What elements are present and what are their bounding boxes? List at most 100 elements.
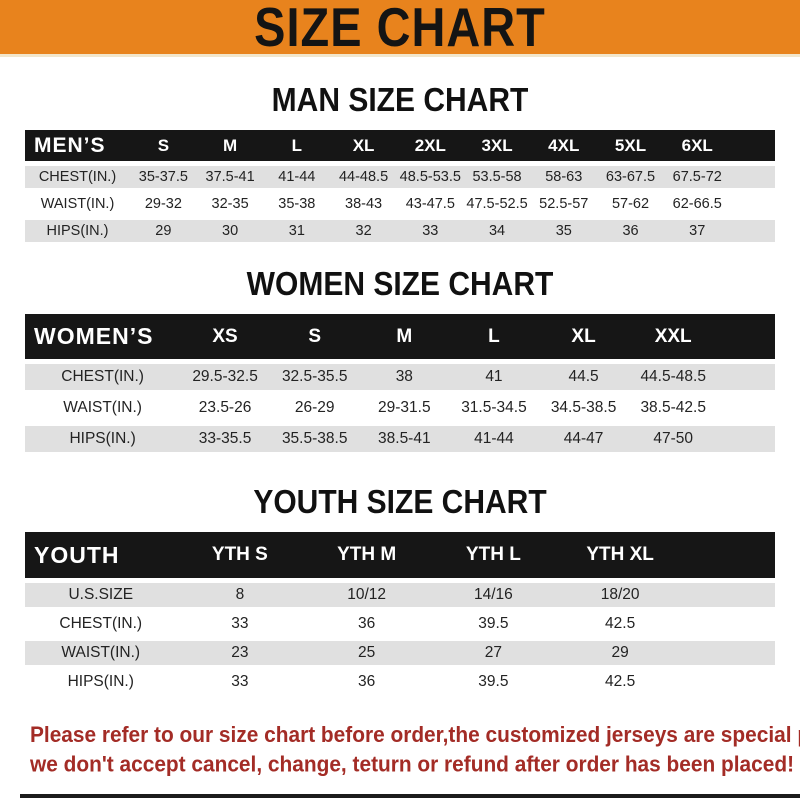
size-value-cell: 33 <box>396 220 464 242</box>
size-value-cell: 35.5-38.5 <box>269 426 360 452</box>
table-title: MEN’S <box>25 130 130 161</box>
filler-cell <box>730 193 775 215</box>
size-value-cell: 47-50 <box>628 426 718 452</box>
size-value-cell: 44-47 <box>538 426 629 452</box>
size-value-cell: 33 <box>176 670 304 694</box>
size-column-header: YTH M <box>303 532 430 578</box>
size-value-cell: 32.5-35.5 <box>269 364 360 390</box>
size-value-cell: 27 <box>430 641 557 665</box>
size-column-header: YTH XL <box>556 532 684 578</box>
size-value-cell: 23 <box>176 641 304 665</box>
size-value-cell: 32-35 <box>196 193 264 215</box>
order-notice-line1: Please refer to our size chart before or… <box>30 722 800 748</box>
measurement-row: HIPS(IN.) 29 30 31 32 33 34 35 36 37 <box>25 220 775 242</box>
size-value-cell: 44.5 <box>538 364 629 390</box>
row-label: CHEST(IN.) <box>25 166 130 188</box>
size-value-cell: 42.5 <box>556 670 684 694</box>
row-label: WAIST(IN.) <box>25 193 130 215</box>
size-value-cell: 29 <box>556 641 684 665</box>
size-column-header: L <box>263 130 331 161</box>
measurement-row: CHEST(IN.) 33 36 39.5 42.5 <box>25 612 775 636</box>
women-section-heading: WOMEN SIZE CHART <box>246 266 554 303</box>
measurement-row: CHEST(IN.) 29.5-32.5 32.5-35.5 38 41 44.5 44.5… <box>25 364 775 390</box>
size-value-cell: 18/20 <box>556 583 684 607</box>
table-header-row: YOUTH YTH S YTH M YTH L YTH XL <box>25 532 775 578</box>
size-value-cell: 37 <box>663 220 731 242</box>
size-column-header: M <box>196 130 264 161</box>
size-column-header: XXL <box>628 314 718 359</box>
size-value-cell: 34.5-38.5 <box>538 395 629 421</box>
filler-cell <box>683 583 775 607</box>
table-header-row: MEN’S S M L XL 2XL 3XL 4XL 5XL 6XL <box>25 130 775 161</box>
size-value-cell: 62-66.5 <box>663 193 731 215</box>
row-label: CHEST(IN.) <box>25 364 181 390</box>
size-value-cell: 53.5-58 <box>463 166 531 188</box>
size-value-cell: 33-35.5 <box>180 426 270 452</box>
size-value-cell: 38 <box>359 364 450 390</box>
size-column-header: 3XL <box>463 130 531 161</box>
size-value-cell: 34 <box>463 220 531 242</box>
size-value-cell: 35 <box>530 220 598 242</box>
measurement-row: CHEST(IN.) 35-37.5 37.5-41 41-44 44-48.5 48.5… <box>25 166 775 188</box>
size-column-header: XS <box>180 314 270 359</box>
size-column-header: S <box>130 130 197 161</box>
filler-cell <box>683 612 775 636</box>
page-title: SIZE CHART <box>254 0 546 58</box>
size-value-cell: 52.5-57 <box>530 193 598 215</box>
size-column-header: L <box>449 314 539 359</box>
size-value-cell: 26-29 <box>269 395 360 421</box>
size-value-cell: 44-48.5 <box>330 166 397 188</box>
size-value-cell: 39.5 <box>430 612 557 636</box>
size-value-cell: 32 <box>330 220 397 242</box>
row-label: WAIST(IN.) <box>25 395 181 421</box>
size-value-cell: 33 <box>176 612 304 636</box>
table-title: YOUTH <box>25 532 177 578</box>
filler-cell <box>718 426 775 452</box>
size-column-header: 4XL <box>530 130 598 161</box>
measurement-row: WAIST(IN.) 29-32 32-35 35-38 38-43 43-47.5 47.… <box>25 193 775 215</box>
size-value-cell: 8 <box>176 583 304 607</box>
size-value-cell: 63-67.5 <box>597 166 664 188</box>
size-value-cell: 44.5-48.5 <box>628 364 718 390</box>
row-label: HIPS(IN.) <box>25 220 130 242</box>
youth-section-heading: YOUTH SIZE CHART <box>253 484 547 521</box>
size-value-cell: 41-44 <box>449 426 539 452</box>
filler-cell <box>730 130 775 161</box>
size-value-cell: 36 <box>303 670 430 694</box>
order-notice-line2: we don't accept cancel, change, teturn o… <box>30 751 795 778</box>
size-value-cell: 29-32 <box>130 193 197 215</box>
size-value-cell: 10/12 <box>303 583 430 607</box>
filler-cell <box>683 641 775 665</box>
bottom-divider <box>20 794 800 798</box>
measurement-row: U.S.SIZE 8 10/12 14/16 18/20 <box>25 583 775 607</box>
row-label: HIPS(IN.) <box>25 426 181 452</box>
size-value-cell: 25 <box>303 641 430 665</box>
measurement-row: HIPS(IN.) 33 36 39.5 42.5 <box>25 670 775 694</box>
filler-cell <box>718 314 775 359</box>
size-value-cell: 23.5-26 <box>180 395 270 421</box>
women-size-table: WOMEN’S XS S M L XL XXL CHEST(IN.) 29.5-32.5 32.5… <box>25 309 775 457</box>
youth-size-table: YOUTH YTH S YTH M YTH L YTH XL U.S.SIZE 8 10/12… <box>25 527 775 699</box>
size-value-cell: 36 <box>597 220 664 242</box>
measurement-row: WAIST(IN.) 23.5-26 26-29 29-31.5 31.5-34.5 34… <box>25 395 775 421</box>
size-value-cell: 36 <box>303 612 430 636</box>
size-column-header: S <box>269 314 360 359</box>
size-column-header: M <box>359 314 450 359</box>
filler-cell <box>683 532 775 578</box>
size-value-cell: 31.5-34.5 <box>449 395 539 421</box>
size-column-header: 5XL <box>597 130 664 161</box>
banner: SIZE CHART <box>0 0 800 58</box>
size-value-cell: 42.5 <box>556 612 684 636</box>
filler-cell <box>730 166 775 188</box>
size-value-cell: 14/16 <box>430 583 557 607</box>
man-section-heading: MAN SIZE CHART <box>271 82 529 119</box>
row-label: HIPS(IN.) <box>25 670 177 694</box>
filler-cell <box>730 220 775 242</box>
size-value-cell: 30 <box>196 220 264 242</box>
size-value-cell: 29.5-32.5 <box>180 364 270 390</box>
size-column-header: XL <box>330 130 397 161</box>
size-value-cell: 67.5-72 <box>663 166 731 188</box>
size-value-cell: 48.5-53.5 <box>396 166 464 188</box>
size-value-cell: 58-63 <box>530 166 598 188</box>
